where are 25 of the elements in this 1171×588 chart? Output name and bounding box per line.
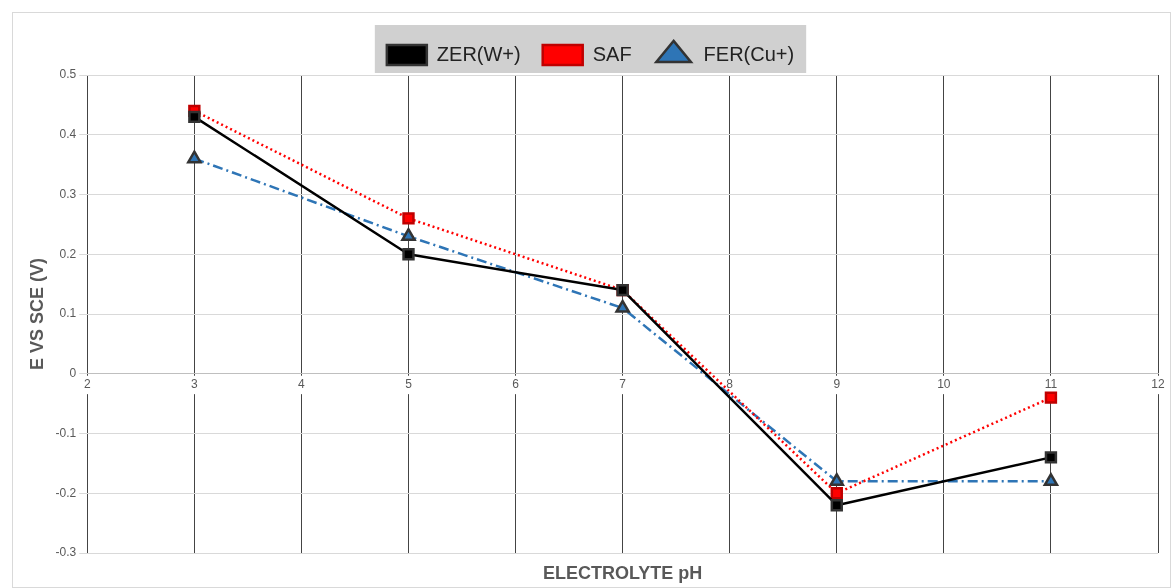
y-tick-label: -0.3 bbox=[55, 545, 77, 560]
x-tick-label: 6 bbox=[512, 377, 520, 392]
y-tick-label: 0 bbox=[69, 366, 77, 381]
x-tick-label: 12 bbox=[1151, 377, 1165, 392]
x-tick-label: 8 bbox=[726, 377, 734, 392]
x-tick-label: 9 bbox=[833, 377, 841, 392]
y-tick-label: -0.2 bbox=[55, 485, 77, 500]
x-tick-label: 5 bbox=[405, 377, 413, 392]
y-tick-label: 0.3 bbox=[59, 186, 77, 201]
y-axis-title: E VS SCE (V) bbox=[26, 257, 47, 371]
y-tick-label: -0.1 bbox=[55, 425, 77, 440]
x-axis-title: ELECTROLYTE pH bbox=[542, 562, 703, 583]
y-tick-label: 0.2 bbox=[59, 246, 77, 261]
x-tick-label: 2 bbox=[83, 377, 91, 392]
legend-label: SAF bbox=[592, 42, 632, 65]
y-tick-label: 0.5 bbox=[59, 67, 77, 82]
x-tick-label: 7 bbox=[619, 377, 627, 392]
x-tick-label: 3 bbox=[191, 377, 199, 392]
y-tick-label: 0.4 bbox=[59, 127, 77, 142]
x-tick-label: 4 bbox=[298, 377, 306, 392]
legend-label: ZER(W+) bbox=[436, 42, 521, 65]
legend-label: FER(Cu+) bbox=[703, 42, 795, 65]
x-tick-label: 11 bbox=[1044, 377, 1058, 392]
y-tick-label: 0.1 bbox=[59, 306, 77, 321]
x-tick-label: 10 bbox=[937, 377, 951, 392]
